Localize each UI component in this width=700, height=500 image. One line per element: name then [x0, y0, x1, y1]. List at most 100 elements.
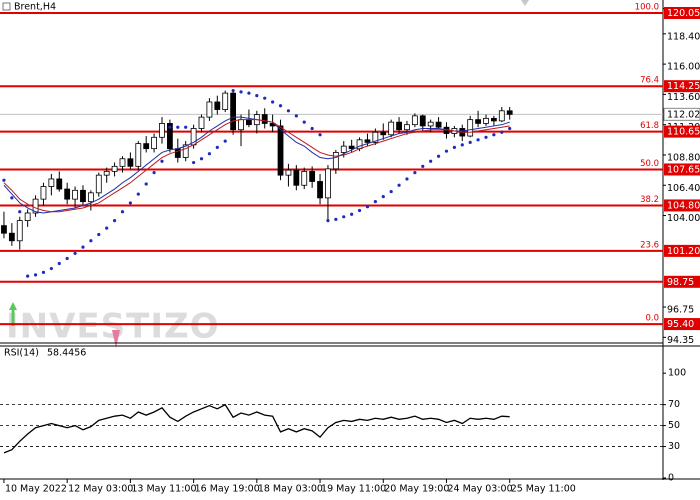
candle-body-up	[483, 117, 489, 124]
candle-body-up	[325, 168, 331, 199]
y-tick-label: 94.35	[667, 335, 694, 346]
sar-dot	[397, 183, 401, 187]
fib-level-label: 100.0	[635, 2, 659, 12]
sar-dot	[318, 133, 322, 137]
candle-body-down	[419, 115, 426, 127]
candle-body-up	[340, 145, 347, 153]
candle-body-up	[72, 189, 78, 200]
sar-dot	[199, 157, 204, 161]
current-price-label: 112.02	[667, 109, 700, 120]
x-tick-label: 25 May 11:00	[511, 484, 576, 495]
fib-level-label: 76.4	[640, 76, 659, 86]
sar-dot	[357, 208, 362, 213]
candle-body-down	[174, 148, 181, 158]
sar-dot	[41, 270, 46, 274]
sar-dot	[65, 256, 69, 261]
sar-dot	[160, 159, 164, 163]
x-tick-label: 13 May 11:00	[131, 484, 196, 495]
candle-body-up	[411, 115, 418, 126]
fib-price-box	[664, 275, 700, 288]
sar-dot	[128, 201, 132, 205]
sar-dot	[373, 200, 377, 204]
candle-body-up	[372, 131, 379, 143]
sar-dot	[120, 210, 125, 214]
sar-dot	[444, 149, 449, 153]
sar-dot	[239, 90, 243, 94]
candle-body-down	[64, 188, 71, 200]
sar-dot	[365, 205, 370, 209]
candle-body-down	[309, 170, 316, 182]
candle-body-up	[24, 212, 31, 221]
x-tick-label: 18 May 03:00	[258, 484, 323, 495]
x-tick-label: 19 May 11:00	[321, 484, 386, 495]
sar-dot	[10, 196, 14, 200]
sar-dot	[144, 182, 148, 186]
candle-body-up	[404, 124, 410, 131]
sar-dot	[421, 164, 425, 168]
rsi-title: RSI(14)	[4, 348, 39, 359]
sar-dot	[342, 215, 346, 219]
fibonacci-levels	[0, 11, 663, 326]
sar-dot	[460, 143, 464, 147]
sar-dot	[57, 261, 61, 266]
candle-body-down	[277, 125, 284, 176]
sar-dot	[500, 130, 504, 134]
fib-price-box	[664, 318, 700, 331]
fib-price-label: 110.65	[667, 127, 700, 138]
sar-dot	[405, 177, 409, 181]
y-tick-label: 113.60	[667, 92, 700, 103]
candle-body-down	[490, 117, 497, 122]
sar-dot	[136, 192, 140, 196]
candle-body-down	[293, 169, 300, 186]
sar-dot	[468, 140, 472, 144]
sar-dot	[105, 226, 109, 230]
candle-body-up	[388, 121, 395, 136]
fib-level-label: 38.2	[640, 195, 659, 205]
sar-dot	[302, 120, 306, 124]
candle-body-down	[143, 143, 150, 150]
candle-body-down	[8, 232, 15, 242]
x-tick-label: 10 May 2022	[5, 484, 67, 495]
sar-dot	[476, 138, 480, 142]
sar-dot	[452, 145, 456, 149]
rsi-y-tick-label: 70	[668, 399, 680, 410]
rsi-y-tick-label: 50	[668, 420, 680, 431]
candle-body-up	[467, 119, 474, 137]
sar-dot	[263, 96, 267, 100]
candle-body-up	[222, 92, 229, 110]
candle-body-down	[230, 92, 237, 131]
fib-price-box	[664, 199, 700, 212]
candle-body-down	[348, 145, 355, 150]
sar-dot	[247, 91, 251, 95]
rsi-line	[3, 403, 510, 454]
sar-dot	[33, 273, 38, 277]
sar-dot	[271, 100, 275, 104]
sar-dot	[350, 212, 354, 216]
candle-body-up	[32, 198, 39, 214]
fib-level-label: 23.6	[640, 240, 659, 250]
candle-body-up	[135, 143, 142, 167]
x-tick-label: 12 May 03:00	[68, 484, 133, 495]
fib-price-label: 114.25	[667, 81, 700, 92]
watermark-up-arrow	[9, 302, 17, 326]
candle-body-up	[301, 170, 308, 186]
sar-dot	[492, 133, 496, 137]
candle-body-up	[103, 170, 110, 176]
fib-price-label: 101.20	[667, 246, 700, 257]
sar-dot	[334, 217, 338, 221]
fib-price-label: 104.80	[667, 200, 700, 211]
y-tick-label: 116.00	[667, 62, 700, 73]
rsi-y-tick-label: 30	[668, 441, 680, 452]
sar-dot	[294, 114, 298, 118]
candle-body-down	[435, 121, 442, 128]
fib-price-box	[664, 6, 700, 19]
current-price-box	[663, 107, 700, 121]
candle-body-down	[56, 178, 63, 190]
candle-body-down	[364, 139, 371, 143]
sar-dot	[326, 218, 330, 223]
x-tick-label: 16 May 19:00	[195, 484, 260, 495]
x-tick-label: 20 May 19:00	[384, 484, 449, 495]
sar-dot	[255, 94, 259, 98]
sar-dot	[286, 109, 291, 113]
